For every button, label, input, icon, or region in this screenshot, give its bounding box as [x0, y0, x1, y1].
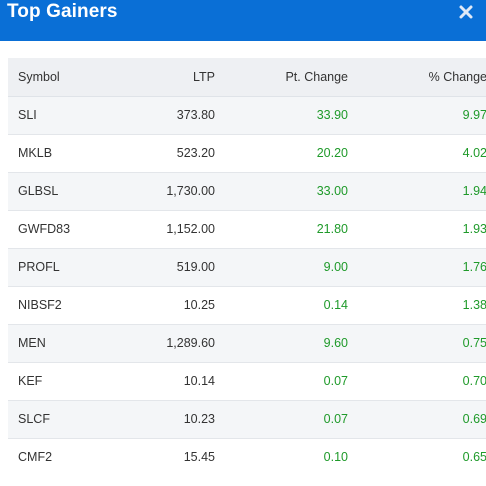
cell-ltp: 523.20 [176, 146, 215, 160]
cell-ltp: 15.45 [183, 450, 215, 465]
modal-title: Top Gainers [7, 1, 118, 22]
column-header-pt-change[interactable]: Pt. Change [215, 58, 348, 97]
table-row[interactable]: CMF2 15.45 0.10 0.65 [8, 438, 486, 476]
cell-symbol: SLCF [18, 412, 50, 426]
cell-pt-change: 33.00 [316, 184, 348, 198]
cell-pct-change: 4.02 [462, 146, 486, 160]
table-row[interactable]: GLBSL 1,730.00 33.00 1.94 [8, 172, 486, 210]
modal-header: Top Gainers [0, 0, 486, 41]
cell-pt-change: 20.20 [316, 146, 348, 160]
close-icon [459, 5, 473, 19]
cell-pct-change: 1.38 [462, 298, 486, 312]
table-row[interactable]: SLI 373.80 33.90 9.97 [8, 96, 486, 134]
cell-pct-change: 0.65 [462, 450, 486, 465]
cell-pt-change: 0.10 [323, 450, 348, 465]
cell-symbol: GLBSL [18, 184, 59, 198]
cell-symbol: KEF [18, 374, 43, 388]
cell-pt-change: 0.14 [323, 298, 348, 312]
cell-pt-change: 9.00 [323, 260, 348, 274]
cell-pt-change: 9.60 [323, 336, 348, 350]
cell-pct-change: 1.76 [462, 260, 486, 274]
cell-pct-change: 9.97 [462, 108, 486, 122]
cell-symbol: PROFL [18, 260, 60, 274]
table-row[interactable]: PROFL 519.00 9.00 1.76 [8, 248, 486, 286]
table-row[interactable]: KEF 10.14 0.07 0.70 [8, 362, 486, 400]
cell-symbol: MKLB [18, 146, 53, 160]
table-row[interactable]: GWFD83 1,152.00 21.80 1.93 [8, 210, 486, 248]
cell-ltp: 519.00 [176, 260, 215, 274]
cell-symbol: CMF2 [18, 450, 53, 465]
table-row[interactable]: MEN 1,289.60 9.60 0.75 [8, 324, 486, 362]
table-header-row: Symbol LTP Pt. Change % Change [8, 58, 486, 97]
column-header-pct-change[interactable]: % Change [348, 58, 486, 97]
close-button[interactable] [458, 4, 474, 20]
cell-pct-change: 0.69 [462, 412, 486, 426]
gainers-table-container: Symbol LTP Pt. Change % Change SLI 373.80… [8, 58, 486, 476]
column-header-symbol[interactable]: Symbol [8, 58, 108, 97]
table-row[interactable]: MKLB 523.20 20.20 4.02 [8, 134, 486, 172]
cell-pt-change: 0.07 [323, 412, 348, 426]
cell-ltp: 10.25 [183, 298, 215, 312]
cell-symbol: MEN [18, 336, 46, 350]
cell-pct-change: 0.75 [462, 336, 486, 350]
column-header-ltp[interactable]: LTP [108, 58, 215, 97]
cell-ltp: 373.80 [176, 108, 215, 122]
gainers-table: Symbol LTP Pt. Change % Change SLI 373.80… [8, 58, 486, 476]
cell-pct-change: 1.93 [462, 222, 486, 236]
cell-pct-change: 0.70 [462, 374, 486, 388]
cell-pt-change: 33.90 [316, 108, 348, 122]
cell-pct-change: 1.94 [462, 184, 486, 198]
cell-ltp: 10.14 [183, 374, 215, 388]
cell-symbol: SLI [18, 108, 37, 122]
cell-symbol: NIBSF2 [18, 298, 62, 312]
cell-pt-change: 0.07 [323, 374, 348, 388]
cell-pt-change: 21.80 [316, 222, 348, 236]
cell-ltp: 1,152.00 [166, 222, 215, 236]
table-row[interactable]: SLCF 10.23 0.07 0.69 [8, 400, 486, 438]
cell-ltp: 1,289.60 [166, 336, 215, 350]
cell-symbol: GWFD83 [18, 222, 71, 236]
table-row[interactable]: NIBSF2 10.25 0.14 1.38 [8, 286, 486, 324]
cell-ltp: 1,730.00 [166, 184, 215, 198]
cell-ltp: 10.23 [183, 412, 215, 426]
